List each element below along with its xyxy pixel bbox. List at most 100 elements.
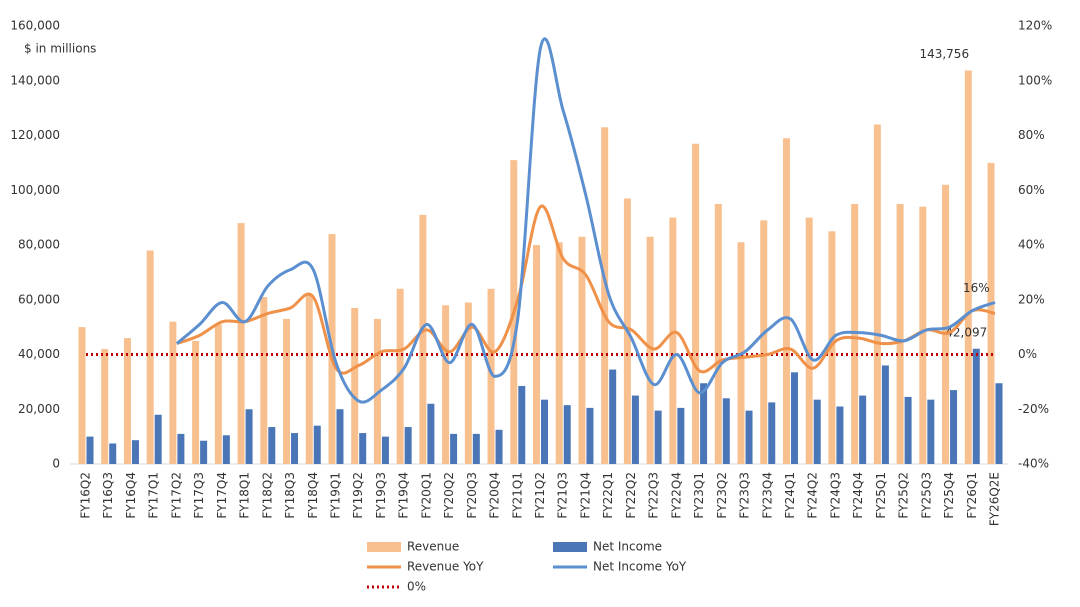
legend-label: Revenue YoY — [407, 560, 484, 574]
x-tick-label: FY24Q2 — [806, 472, 820, 519]
bar — [578, 236, 586, 464]
y2-tick-label: 100% — [1018, 73, 1052, 87]
x-tick-label: FY21Q1 — [510, 472, 524, 519]
legend-label: Revenue — [407, 540, 459, 554]
bar — [805, 217, 813, 464]
x-tick-label: FY21Q4 — [578, 472, 592, 519]
x-tick-label: FY21Q2 — [533, 472, 547, 519]
bar — [873, 124, 881, 465]
bar — [896, 203, 904, 464]
bar — [78, 327, 86, 464]
x-tick-label: FY20Q2 — [442, 472, 456, 519]
bar — [950, 390, 958, 464]
bar — [714, 203, 722, 464]
bar — [631, 395, 639, 464]
bar — [836, 406, 844, 464]
bar — [169, 321, 177, 464]
x-tick-label: FY26Q1 — [965, 472, 979, 519]
bar — [964, 70, 972, 464]
bar — [927, 399, 935, 464]
bar — [245, 409, 253, 464]
y2-tick-label: 0% — [1018, 347, 1037, 361]
bar — [782, 138, 790, 465]
bar — [828, 231, 836, 464]
x-tick-label: FY24Q3 — [828, 472, 842, 519]
x-tick-label: FY16Q2 — [79, 472, 93, 519]
x-tick-label: FY23Q4 — [760, 472, 774, 519]
x-tick-label: FY24Q4 — [851, 472, 865, 519]
bar — [995, 383, 1003, 464]
x-tick-label: FY18Q2 — [260, 472, 274, 519]
x-tick-label: FY25Q1 — [874, 472, 888, 519]
x-tick-label: FY22Q2 — [624, 472, 638, 519]
x-tick-label: FY16Q4 — [124, 472, 138, 519]
x-tick-label: FY19Q4 — [397, 472, 411, 519]
y2-tick-label: 60% — [1018, 183, 1045, 197]
bar — [109, 443, 117, 464]
y-tick-label: 40,000 — [18, 347, 60, 361]
bar — [283, 318, 291, 464]
x-tick-label: FY18Q1 — [238, 472, 252, 519]
y2-tick-label: 80% — [1018, 128, 1045, 142]
bar — [813, 399, 821, 464]
bar — [942, 184, 950, 464]
x-tick-label: FY18Q3 — [283, 472, 297, 519]
bar — [381, 436, 389, 464]
bar — [336, 409, 344, 464]
y-tick-label: 100,000 — [10, 183, 60, 197]
line — [176, 204, 996, 375]
x-tick-label: FY25Q4 — [942, 472, 956, 519]
y-tick-label: 80,000 — [18, 238, 60, 252]
y2-tick-label: 120% — [1018, 19, 1052, 33]
bar — [442, 305, 450, 464]
bar — [609, 369, 617, 464]
x-tick-label: FY24Q1 — [783, 472, 797, 519]
bar — [904, 396, 912, 464]
x-tick-label: FY23Q2 — [715, 472, 729, 519]
x-tick-label: FY19Q1 — [328, 472, 342, 519]
x-tick-label: FY19Q3 — [374, 472, 388, 519]
bar — [487, 288, 495, 464]
y-tick-label: 20,000 — [18, 402, 60, 416]
bar — [419, 214, 427, 464]
x-tick-label: FY17Q2 — [169, 472, 183, 519]
y-tick-label: 120,000 — [10, 128, 60, 142]
bar — [722, 398, 730, 464]
bar — [237, 223, 245, 464]
y-tick-label: 0 — [52, 457, 60, 471]
y2-tick-label: 40% — [1018, 238, 1045, 252]
bar — [768, 402, 776, 464]
bar — [563, 405, 571, 464]
bar — [305, 294, 313, 464]
bar — [396, 288, 404, 464]
x-tick-label: FY23Q1 — [692, 472, 706, 519]
bar — [692, 143, 700, 464]
y-tick-label: 60,000 — [18, 292, 60, 306]
legend-label: 0% — [407, 580, 426, 594]
bar — [427, 403, 435, 464]
bar — [586, 407, 594, 464]
legend-label: Net Income YoY — [593, 560, 687, 574]
bar — [192, 340, 200, 464]
bar — [919, 206, 927, 465]
bar — [790, 372, 798, 464]
x-tick-label: FY20Q1 — [419, 472, 433, 519]
bar — [131, 440, 139, 464]
bar — [313, 425, 321, 464]
x-tick-label: FY20Q4 — [488, 472, 502, 519]
y2-tick-label: -20% — [1018, 402, 1049, 416]
bar — [260, 297, 268, 464]
bar — [101, 349, 109, 464]
legend-label: Net Income — [593, 540, 662, 554]
bar — [881, 365, 889, 464]
x-tick-label: FY22Q1 — [601, 472, 615, 519]
x-tick-label: FY25Q2 — [897, 472, 911, 519]
y2-tick-label: -40% — [1018, 457, 1049, 471]
bar — [404, 427, 412, 464]
x-tick-label: FY16Q3 — [101, 472, 115, 519]
x-tick-label: FY17Q3 — [192, 472, 206, 519]
y-tick-label: 140,000 — [10, 73, 60, 87]
bar — [200, 440, 208, 464]
bar — [677, 407, 685, 464]
bar — [291, 433, 299, 464]
